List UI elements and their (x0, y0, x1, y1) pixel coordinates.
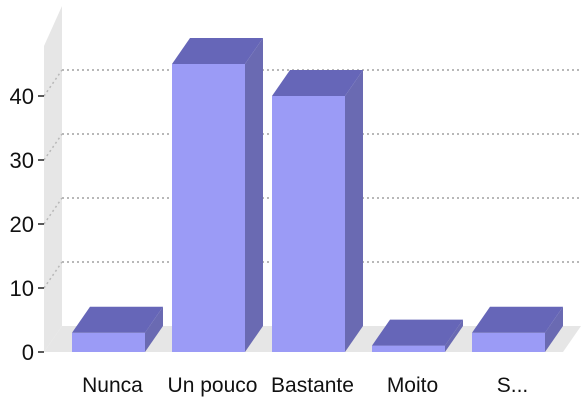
y-tick-label: 30 (10, 148, 34, 173)
bar-side (145, 306, 163, 352)
y-axis: 0 10 20 30 40 (10, 84, 44, 365)
bar-front (372, 345, 445, 352)
bar-side (245, 38, 263, 352)
y-tick-label: 40 (10, 84, 34, 109)
gridline-wall (43, 197, 63, 225)
gridline-wall (43, 133, 63, 161)
bar-top (72, 306, 163, 333)
x-tick-label: Bastante (271, 374, 354, 397)
bars (72, 38, 563, 352)
x-tick-label: Nunca (82, 374, 143, 397)
bar-front (472, 332, 545, 352)
x-tick-label: Un pouco (168, 374, 258, 397)
y-tick-label: 10 (10, 276, 34, 301)
bar-top (272, 70, 363, 96)
side-wall (44, 6, 62, 352)
x-tick-label: S... (497, 374, 529, 397)
gridline-wall (43, 261, 63, 289)
x-axis-labels: Nunca Un pouco Bastante Moito S... (82, 374, 528, 397)
bar-top (172, 38, 263, 64)
bar-front (272, 96, 345, 352)
bar-side (545, 306, 563, 352)
gridline-wall (43, 69, 63, 97)
bar-front (72, 332, 145, 352)
bar-top (372, 319, 463, 346)
bar-side (445, 319, 463, 352)
bar-side (345, 70, 363, 352)
bar-front (172, 64, 245, 352)
gridlines (43, 69, 581, 289)
x-tick-label: Moito (387, 374, 438, 397)
y-tick-label: 20 (10, 212, 34, 237)
y-tick-label: 0 (22, 340, 34, 365)
bar-top (472, 306, 563, 333)
